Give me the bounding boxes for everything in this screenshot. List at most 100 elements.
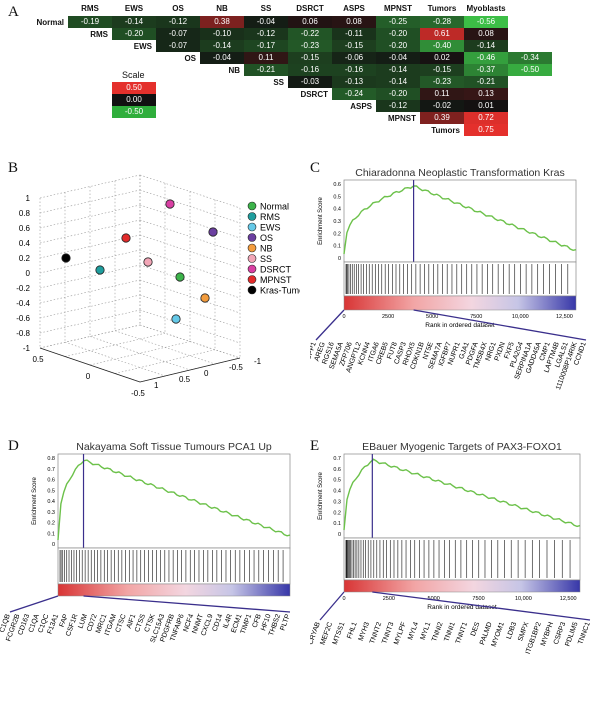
matrix-cell-normal-ss: -0.04 (244, 16, 288, 28)
matrix-cell-os-ss: 0.11 (244, 52, 288, 64)
pca-gridline (114, 349, 216, 374)
gsea-es-curve (57, 459, 291, 541)
matrix-cell-os-asps: -0.06 (332, 52, 376, 64)
pca-legend-marker-kras-tumor (247, 285, 257, 295)
pca-point-normal (175, 272, 185, 282)
matrix-cell-ews-mpnst: -0.20 (376, 40, 420, 52)
matrix-cell-ews-os: -0.07 (156, 40, 200, 52)
pca-legend-label-mpnst: MPNST (260, 275, 292, 285)
matrix-cell-normal-asps: 0.08 (332, 16, 376, 28)
pca-legend-marker-dsrct (247, 264, 257, 274)
panel-label-b: B (8, 160, 19, 176)
pca-point-kras-tumor (61, 253, 71, 263)
gsea-gene-aif1: AIF1 (126, 613, 138, 629)
gsea-ytick-6: 0.1 (333, 521, 341, 527)
pca-legend-marker-normal (247, 201, 257, 211)
gsea-plot-c: Chiaradonna Neoplastic Transformation Kr… (310, 167, 588, 391)
panel-label-e: E (310, 438, 320, 454)
gsea-fan-right (413, 309, 587, 341)
gsea-hits-frame (343, 261, 577, 297)
matrix-col-asps: ASPS (343, 4, 365, 13)
pca-ztick-8: -0.6 (16, 314, 30, 323)
matrix-row-asps: ASPS (350, 102, 372, 111)
gsea-xtick-3: 7500 (470, 314, 482, 320)
gsea-ytick-2: 0.4 (333, 207, 341, 213)
gsea-ytick-8: 0 (52, 542, 55, 548)
gsea-ytick-7: 0 (338, 532, 341, 538)
gsea-fan-right (83, 595, 291, 613)
pca-ztick-7: -0.4 (16, 299, 30, 308)
gsea-xtick-3: 7500 (472, 596, 484, 602)
gsea-plot-d: Nakayama Soft Tissue Tumours PCA1 Up 0.8 0… (0, 441, 292, 644)
gsea-ylabel: Enrichment Score (32, 476, 38, 524)
pca-legend-marker-ss (247, 254, 257, 263)
matrix-cell-ss-myoblasts: -0.21 (464, 76, 508, 88)
pca-grid (39, 174, 241, 383)
matrix-col-tumors: Tumors (427, 4, 457, 13)
pca-legend-marker-ews (247, 222, 257, 232)
gsea-gene-myl4: MYL4 (407, 621, 420, 641)
matrix-cell-normal-ews: -0.14 (112, 16, 156, 28)
matrix-row-ews: EWS (133, 42, 152, 51)
matrix-cell-mpnst-myoblasts: 0.72 (464, 112, 508, 124)
pca-legend-marker-mpnst (247, 275, 257, 284)
gsea-ylabel: Enrichment Score (318, 196, 324, 244)
pca-ztick-10: -1 (23, 344, 31, 353)
matrix-col-os: OS (172, 4, 184, 13)
matrix-row-mpnst: MPNST (388, 114, 416, 123)
matrix-cell-rms-os: -0.07 (156, 28, 200, 40)
gsea-xlabel: Rank in ordered dataset (427, 604, 497, 611)
pca-legend-label-kras-tumor: Kras-Tumor (260, 286, 300, 296)
gsea-xtick-0: 0 (342, 314, 345, 320)
matrix-cell-dsrct-mpnst: -0.20 (376, 88, 420, 100)
gsea-gene-mylpf: MYLPF (393, 621, 408, 645)
matrix-cell-asps-myoblasts: 0.01 (464, 100, 508, 112)
pca-ztick-3: 0.4 (19, 239, 31, 248)
pca-point-rms (95, 265, 105, 275)
matrix-cell-dsrct-tumors: 0.11 (420, 88, 464, 100)
matrix-cell-os-undefined: -0.34 (508, 52, 552, 64)
gsea-ytick-1: 0.5 (333, 194, 341, 200)
gsea-gene-tnni1: TNNI1 (443, 621, 457, 642)
matrix-cell-dsrct-myoblasts: 0.13 (464, 88, 508, 100)
matrix-row-rms: RMS (90, 30, 108, 39)
matrix-cell-nb-undefined: -0.50 (508, 64, 552, 76)
gsea-xtick-1: 2500 (383, 596, 395, 602)
matrix-cell-rms-myoblasts: 0.08 (464, 28, 508, 40)
matrix-cell-normal-myoblasts: -0.56 (464, 16, 508, 28)
pca-gridline (139, 204, 241, 239)
gsea-ytick-0: 0.7 (333, 456, 341, 462)
matrix-col-ss: SS (260, 4, 272, 13)
gsea-ytick-5: 0.1 (333, 244, 341, 250)
gsea-ytick-3: 0.4 (333, 489, 341, 495)
gsea-es-frame (343, 179, 577, 263)
pca-gridline (64, 332, 166, 357)
pca-xtick-2: -0.5 (131, 389, 145, 398)
matrix-cell-ews-asps: -0.15 (332, 40, 376, 52)
gsea-es-curve (343, 458, 581, 531)
pca-ztick-9: -0.8 (16, 329, 30, 338)
matrix-cell-normal-rms: -0.19 (68, 16, 112, 28)
pca-ztick-1: 0.8 (19, 209, 31, 218)
matrix-cell-os-tumors: 0.02 (420, 52, 464, 64)
pca-ztick-4: 0.2 (19, 254, 31, 263)
gsea-xtick-4: 10,000 (515, 596, 532, 602)
pca-ztick-6: -0.2 (16, 284, 30, 293)
gsea-gene-c1qb: C1QB (0, 613, 12, 634)
pca-point-os (208, 227, 218, 237)
matrix-col-rms: RMS (81, 4, 99, 13)
gsea-xlabel: Rank in ordered dataset (425, 322, 495, 329)
pca-ytick-2: 0 (204, 369, 209, 378)
matrix-cell-asps-mpnst: -0.12 (376, 100, 420, 112)
gsea-gene-myh3: MYH3 (358, 621, 371, 642)
pca-legend-label-os: OS (260, 233, 273, 243)
gsea-xtick-2: 5000 (426, 314, 438, 320)
gsea-gene-mtss1: MTSS1 (332, 621, 347, 645)
matrix-cell-normal-dsrct: 0.06 (288, 16, 332, 28)
matrix-row-os: OS (184, 54, 196, 63)
gsea-ytick-2: 0.5 (333, 478, 341, 484)
pca-legend-label-nb: NB (260, 244, 273, 254)
gsea-title: Chiaradonna Neoplastic Transformation Kr… (355, 167, 565, 179)
gsea-fan-left (319, 591, 345, 621)
pca-xtick-1: 0 (86, 372, 91, 381)
